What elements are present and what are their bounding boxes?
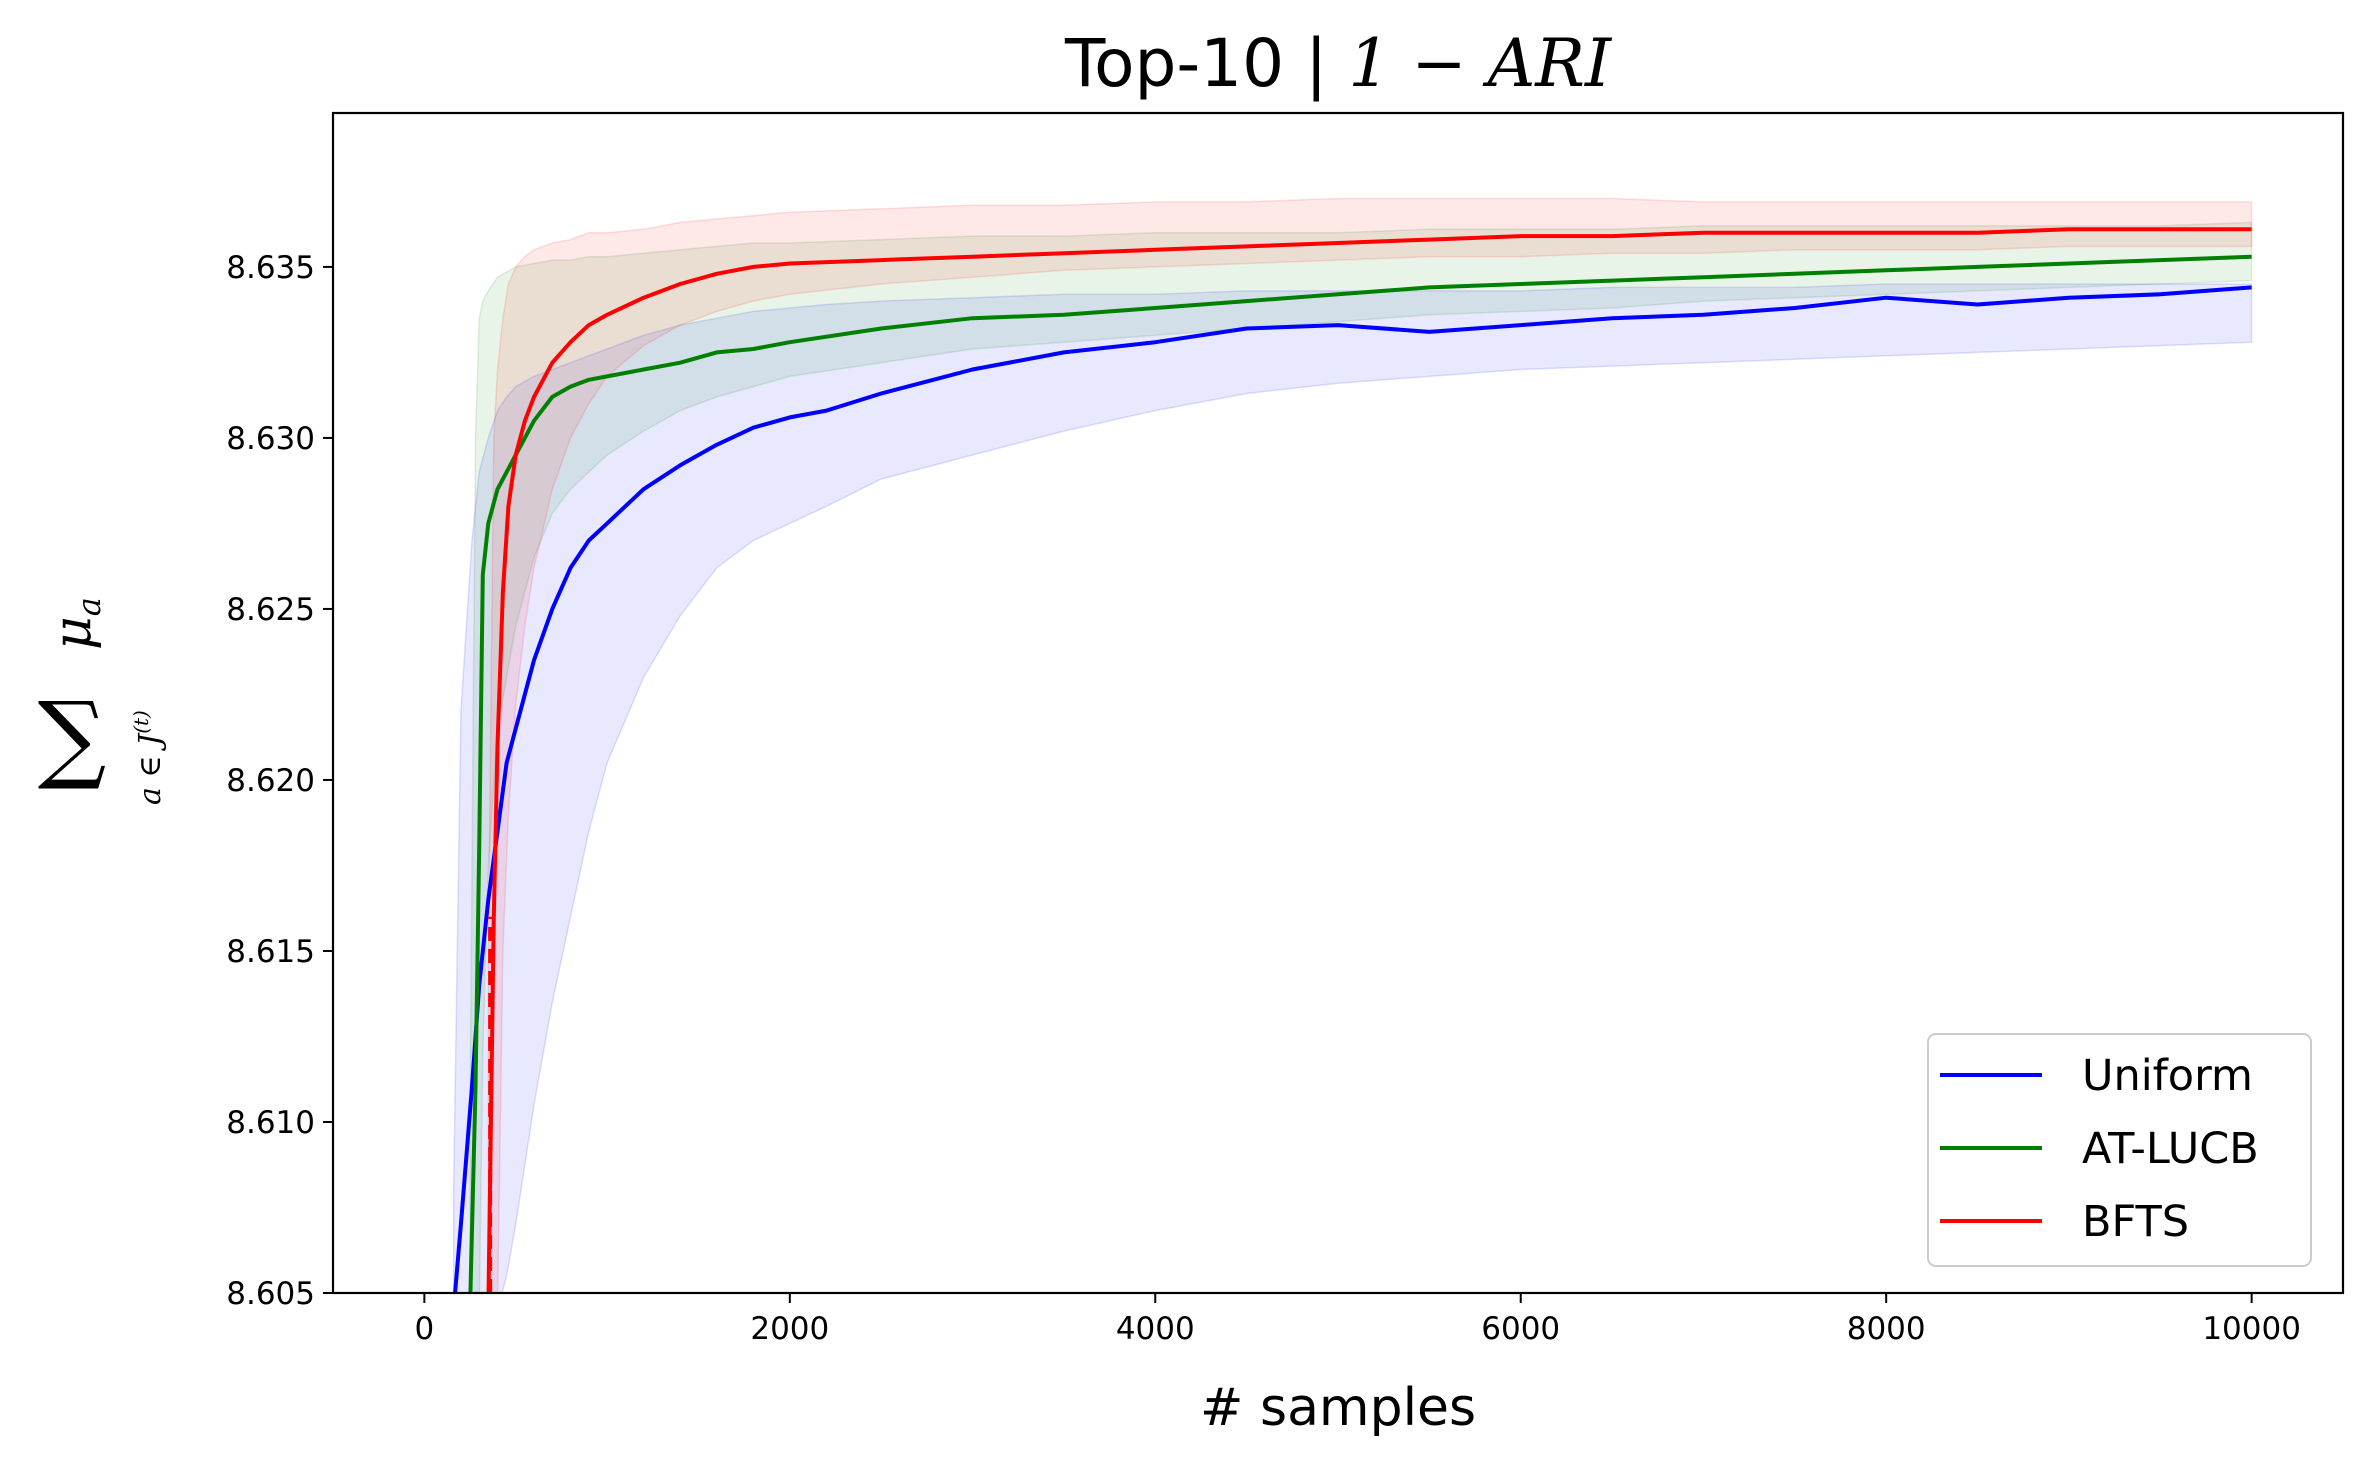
y-tick-label: 8.625 (226, 592, 315, 628)
y-axis-mu-subscript: a (70, 597, 108, 616)
legend-label-bfts: BFTS (2082, 1197, 2189, 1247)
legend: Uniform AT-LUCB BFTS (1927, 1033, 2312, 1267)
legend-label-at-lucb: AT-LUCB (2082, 1124, 2259, 1174)
confidence-band-at-lucb (469, 221, 2253, 1293)
y-axis-sum-index: a ∈ J(t) (129, 710, 168, 805)
y-tick-label: 8.615 (226, 934, 315, 970)
chart-title-text: Top-10 | (1064, 25, 1348, 102)
legend-box (1927, 1033, 2312, 1267)
y-axis-ticks: 8.605 8.610 8.615 8.620 8.625 8.630 8.635 (226, 250, 333, 1312)
confidence-band-uniform (452, 283, 2253, 1293)
legend-label-uniform: Uniform (2082, 1051, 2253, 1101)
y-tick-label: 8.610 (226, 1105, 315, 1141)
series-line-uniform (453, 285, 2252, 1293)
x-axis-ticks: 0 2000 4000 6000 8000 10000 (414, 1293, 2301, 1347)
y-axis-sum-index-sup: (t) (129, 710, 153, 734)
y-axis-label: ∑ μa a ∈ J(t) (38, 597, 168, 805)
x-axis-label: # samples (1200, 1378, 1476, 1438)
y-tick-label: 8.635 (226, 250, 315, 286)
x-tick-label: 2000 (750, 1311, 829, 1347)
series-line-at-lucb (468, 254, 2252, 1293)
y-tick-label: 8.605 (226, 1276, 315, 1312)
plot-frame (331, 111, 2345, 1295)
x-tick-label: 10000 (2202, 1311, 2301, 1347)
x-tick-label: 0 (414, 1311, 434, 1347)
x-tick-label: 6000 (1481, 1311, 1560, 1347)
series-lines (453, 227, 2252, 1293)
x-tick-label: 4000 (1116, 1311, 1195, 1347)
y-axis-mu-symbol: μ (43, 616, 103, 650)
chart-title-math: 1 − ARI (1348, 25, 1613, 102)
confidence-band-bfts (487, 197, 2253, 1293)
series-line-bfts (486, 227, 2252, 1293)
y-axis-sum-symbol: ∑ (38, 681, 107, 793)
y-tick-label: 8.630 (226, 421, 315, 457)
y-axis-mu: μa (43, 597, 108, 650)
y-tick-label: 8.620 (226, 763, 315, 799)
confidence-bands (452, 197, 2253, 1293)
chart-title: Top-10 | 1 − ARI (1064, 25, 1613, 102)
y-axis-sum-index-text: a ∈ J (133, 732, 168, 805)
x-tick-label: 8000 (1847, 1311, 1926, 1347)
